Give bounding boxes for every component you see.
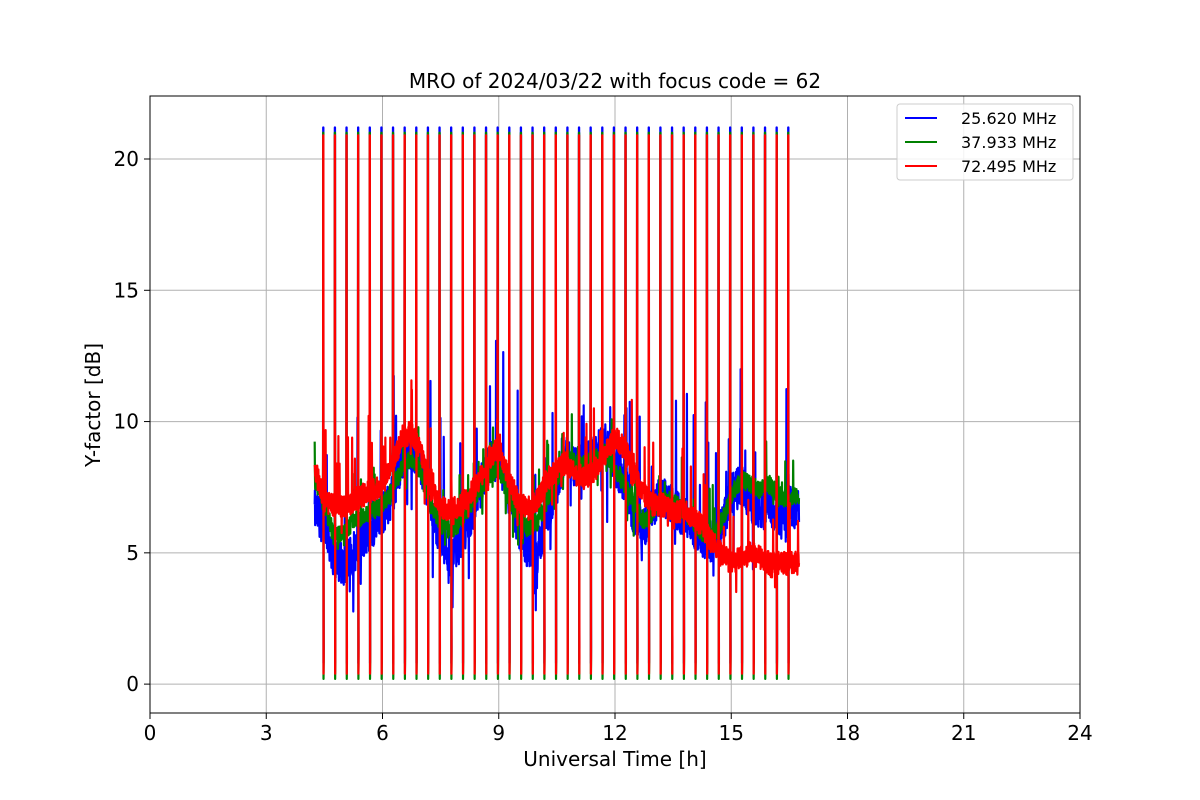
y-axis-label: Y-factor [dB] [81, 343, 105, 468]
legend: 25.620 MHz 37.933 MHz 72.495 MHz [896, 103, 1074, 181]
ticks: 0 3 6 9 12 15 18 21 24 0 5 10 15 20 [114, 147, 1093, 745]
x-tick-label: 9 [492, 721, 505, 745]
x-tick-label: 18 [835, 721, 860, 745]
y-tick-label: 10 [114, 410, 139, 434]
legend-box [896, 103, 1074, 181]
series-layer [313, 126, 801, 680]
legend-label: 72.495 MHz [961, 157, 1056, 176]
y-tick-label: 15 [114, 278, 139, 302]
y-tick-label: 5 [126, 541, 139, 565]
series-line-3 [313, 134, 801, 675]
x-tick-label: 3 [260, 721, 273, 745]
y-tick-label: 20 [114, 147, 139, 171]
y-tick-label: 0 [126, 672, 139, 696]
x-tick-label: 6 [376, 721, 389, 745]
legend-label: 25.620 MHz [961, 109, 1056, 128]
x-tick-label: 0 [144, 721, 157, 745]
x-tick-label: 15 [719, 721, 744, 745]
x-tick-label: 21 [951, 721, 976, 745]
x-axis-label: Universal Time [h] [523, 747, 706, 771]
legend-label: 37.933 MHz [961, 133, 1056, 152]
x-tick-label: 24 [1067, 721, 1092, 745]
x-tick-label: 12 [602, 721, 627, 745]
chart-title: MRO of 2024/03/22 with focus code = 62 [409, 69, 821, 93]
